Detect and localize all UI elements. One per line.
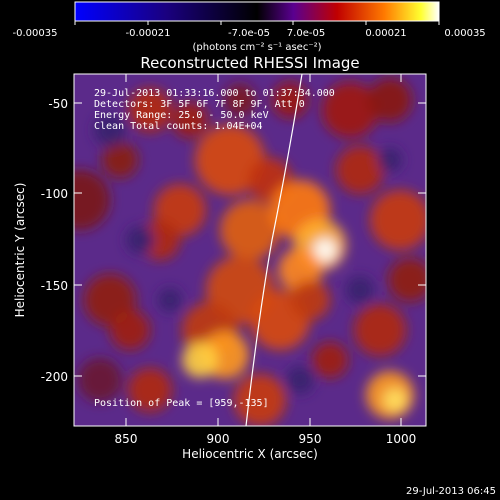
x-axis-label: Heliocentric X (arcsec) (182, 447, 318, 461)
colorbar-tick-label: 0.00035 (444, 28, 485, 39)
colorbar: -0.00035 -0.00021 -7.0e-05 7.0e-05 0.000… (13, 1, 486, 53)
emission-blob (182, 342, 218, 378)
colorbar-tick-label: -0.00035 (13, 28, 58, 39)
y-axis-label: Heliocentric Y (arcsec) (13, 183, 27, 318)
colorbar-tick-label: 0.00021 (365, 28, 406, 39)
emission-blob (195, 125, 265, 195)
emission-blob (322, 82, 378, 138)
emission-blob (313, 238, 337, 262)
emission-map (74, 78, 426, 426)
emission-blob (220, 200, 280, 260)
emission-blob (128, 368, 172, 412)
info-detectors: Detectors: 3F 5F 6F 7F 8F 9F, Att 0 (94, 99, 305, 110)
info-clean-counts: Clean Total counts: 1.04E+04 (94, 121, 263, 132)
dark-region (286, 366, 314, 394)
colorbar-ticks (74, 21, 440, 25)
peak-position-label: Position of Peak = [959,-135] (94, 398, 269, 409)
emission-blob (74, 170, 110, 230)
x-tick-label: 1000 (386, 432, 417, 446)
x-tick-label: 900 (207, 432, 230, 446)
emission-blob (172, 102, 208, 138)
y-tick-label: -50 (48, 97, 68, 111)
emission-blob (110, 310, 150, 350)
colorbar-tick-label: -7.0e-05 (228, 28, 270, 39)
x-tick-label: 850 (115, 432, 138, 446)
image-panel (74, 74, 426, 426)
y-tick-label: -150 (41, 279, 68, 293)
emission-blob (102, 142, 138, 178)
y-tick-label: -100 (41, 187, 68, 201)
colorbar-tick-label: 7.0e-05 (287, 28, 325, 39)
emission-blob (383, 388, 407, 412)
emission-blob (368, 78, 412, 122)
emission-blob (224, 84, 256, 116)
colorbar-units-label: (photons cm⁻² s⁻¹ asec⁻²) (192, 42, 321, 53)
x-tick-label: 950 (299, 432, 322, 446)
emission-blob (290, 280, 330, 320)
dark-region (94, 114, 126, 146)
emission-blob (128, 88, 172, 132)
colorbar-gradient (74, 1, 440, 22)
x-axis (125, 74, 402, 426)
dark-region (346, 276, 374, 304)
y-axis (74, 102, 426, 377)
emission-blob (370, 190, 426, 250)
dark-region (126, 226, 154, 254)
emission-blob (354, 304, 406, 356)
y-tick-label: -200 (41, 370, 68, 384)
image-frame (73, 73, 427, 427)
emission-blob (388, 258, 426, 302)
image-title: Reconstructed RHESSI Image (140, 54, 359, 72)
emission-blob (78, 358, 122, 402)
info-energy-range: Energy Range: 25.0 - 50.0 keV (94, 110, 269, 121)
info-time-range: 29-Jul-2013 01:33:16.000 to 01:37:34.000 (94, 88, 335, 99)
dark-region (378, 148, 402, 172)
footer-timestamp: 29-Jul-2013 06:45 (406, 486, 496, 497)
dark-region (158, 288, 182, 312)
emission-blob (140, 220, 180, 260)
emission-blob (312, 342, 348, 378)
solar-limb-line (245, 74, 303, 426)
emission-blob (336, 146, 384, 194)
colorbar-tick-label: -0.00021 (126, 28, 171, 39)
